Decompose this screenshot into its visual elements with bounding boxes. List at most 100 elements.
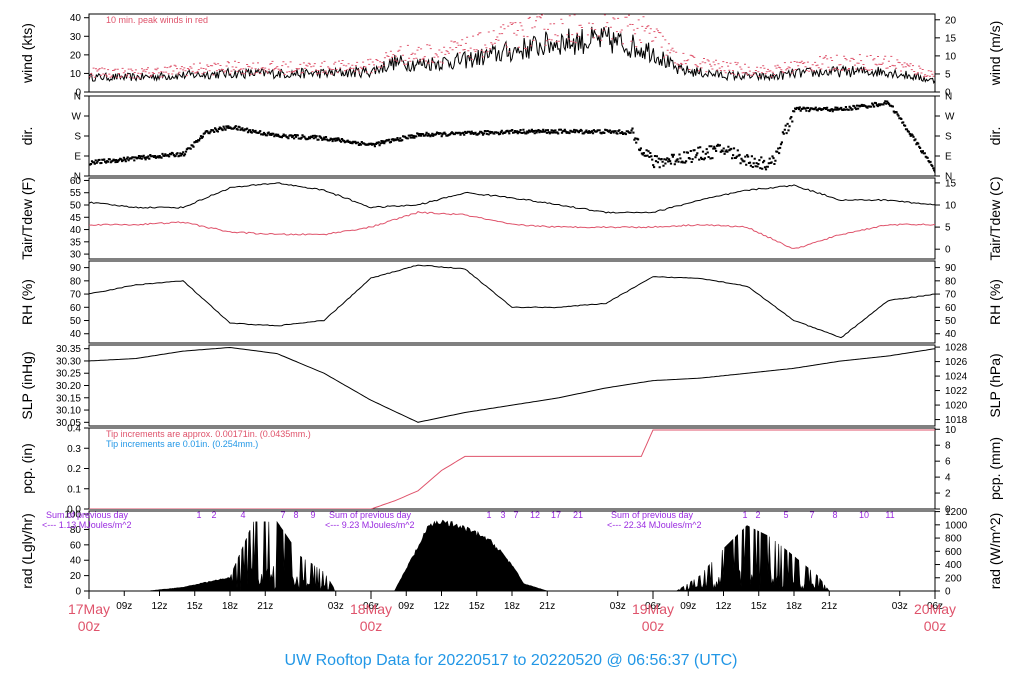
y-tick-label-right: 0: [945, 88, 951, 99]
series-line: [89, 182, 935, 214]
y-tick-label-left: 30.25: [56, 369, 81, 380]
y-tick-label-left: 80: [70, 276, 82, 287]
day-sum-label: Sum of previous day: [611, 510, 694, 520]
plot-area: [89, 519, 935, 591]
y-tick-label-left: 0: [75, 88, 81, 99]
y-tick-label-left: 50: [70, 316, 82, 327]
y-tick-label-left: 40: [70, 329, 82, 340]
day-sum-value: <--- 9.23 MJoules/m^2: [325, 520, 415, 530]
y-tick-label-right: 800: [945, 534, 962, 545]
y-tick-label-left: 35: [70, 237, 82, 248]
y-tick-label-left: 10: [70, 69, 82, 80]
y-tick-label-right: 0: [945, 505, 951, 516]
y-tick-label-right: 50: [945, 316, 957, 327]
y-axis-label-right: rad (W/m^2): [987, 513, 1003, 590]
y-axis-label-left: Tair/Tdew (F): [19, 177, 35, 259]
y-tick-label-right: 200: [945, 573, 962, 584]
y-tick-label-left: 30.35: [56, 344, 81, 355]
plot-area: [89, 100, 935, 173]
panel-pcp: 0.0 0.1 0.2 0.3 0.4 0 2 4 6 8 10 pcp. (in) pcp. (mm)…: [19, 424, 1003, 516]
y-tick-label-right: 40: [945, 329, 957, 340]
panel-frame: [88, 13, 936, 93]
y-axis-label-left: RH (%): [19, 279, 35, 325]
y-tick-label-right: 0: [945, 245, 951, 256]
y-tick-label-right: E: [945, 152, 952, 163]
day-time-label: 00z: [642, 618, 665, 634]
rad-marker-label: 7: [809, 510, 814, 520]
day-time-label: 00z: [924, 618, 947, 634]
tip-note: Tip increments are 0.01in. (0.254mm.): [106, 439, 258, 449]
y-tick-label-left: 30: [70, 250, 82, 261]
y-tick-label-right: 1024: [945, 372, 968, 383]
y-tick-label-left: E: [74, 152, 81, 163]
y-tick-label-right: 1200: [945, 507, 968, 518]
y-tick-label-left: 20: [70, 571, 82, 582]
panel-wind: 0 10 20 30 40 0 5 10 15 20 wind (kts) wind (m/s) 10 …: [19, 13, 1003, 99]
y-tick-label-left: 20: [70, 50, 82, 61]
rad-marker-label: 3: [500, 510, 505, 520]
x-tick-label: 09z: [116, 601, 132, 612]
x-tick-label: 12z: [151, 601, 167, 612]
plot-area: [89, 429, 935, 509]
y-axis-label-left: wind (kts): [19, 23, 35, 84]
x-tick-label: 12z: [715, 601, 731, 612]
y-tick-label-right: 8: [945, 441, 951, 452]
day-time-label: 00z: [360, 618, 383, 634]
x-tick-label: 03z: [892, 601, 908, 612]
y-tick-label-right: 1022: [945, 386, 968, 397]
y-tick-label-left: 30.10: [56, 406, 81, 417]
panel-rh: 40 50 60 70 80 90 40 50 60 70 80 90 RH (%) RH (%): [19, 260, 1003, 344]
y-tick-label-right: 10: [945, 51, 957, 62]
x-axis: 09z 12z 15z 18z 21z 03z 06z 09z 12z 15z 18z 21z 03z 0…: [68, 591, 956, 634]
plot-area: [89, 14, 935, 85]
rad-marker-label: 5: [783, 510, 788, 520]
rad-marker-label: 7: [513, 510, 518, 520]
y-tick-label-right: 10: [945, 201, 957, 212]
y-axis-label-left: pcp. (in): [19, 443, 35, 494]
tip-note: Tip increments are approx. 0.00171in. (0…: [106, 429, 311, 439]
y-tick-label-right: 70: [945, 290, 957, 301]
y-axis-label-right: RH (%): [987, 279, 1003, 325]
x-tick-label: 06z: [363, 601, 379, 612]
y-axis-label-right: Tair/Tdew (C): [987, 176, 1003, 260]
y-tick-label-right: N: [945, 172, 952, 183]
x-tick-label: 21z: [257, 601, 273, 612]
x-tick-label: 09z: [680, 601, 696, 612]
y-tick-label-left: 0.1: [67, 484, 81, 495]
y-tick-label-left: 0: [75, 587, 81, 598]
day-time-label: 00z: [78, 618, 101, 634]
x-tick-label: 03z: [610, 601, 626, 612]
y-tick-label-left: 60: [70, 303, 82, 314]
y-tick-label-right: 90: [945, 263, 957, 274]
day-sum-value: <--- 1.13 MJoules/m^2: [42, 520, 132, 530]
y-axis-label-right: pcp. (mm): [987, 437, 1003, 500]
x-tick-label: 21z: [821, 601, 837, 612]
y-tick-label-right: 1000: [945, 520, 968, 531]
y-axis-label-left: rad (Lgly/hr): [19, 513, 35, 588]
y-tick-label-right: 1018: [945, 415, 968, 426]
y-axis-label-right: SLP (hPa): [987, 353, 1003, 417]
y-tick-label-right: 5: [945, 223, 951, 234]
series-line: [89, 14, 935, 79]
y-tick-label-left: 100: [64, 510, 81, 521]
panel-frame: [88, 344, 936, 427]
rad-marker-label: 17: [551, 510, 561, 520]
y-tick-label-left: 40: [70, 556, 82, 567]
direction-points: [89, 100, 935, 173]
rad-marker-label: 8: [293, 510, 298, 520]
series-line: [89, 211, 935, 249]
y-tick-label-left: 30: [70, 32, 82, 43]
rad-marker-label: 4: [240, 510, 245, 520]
day-sum-label: Sum of previous day: [46, 510, 129, 520]
x-tick-label: 03z: [328, 601, 344, 612]
rad-marker-label: 7: [280, 510, 285, 520]
panel-frame: [88, 260, 936, 344]
rad-marker-label: 2: [211, 510, 216, 520]
y-tick-label-left: 0.3: [67, 444, 81, 455]
rad-marker-label: 1: [196, 510, 201, 520]
y-tick-label-left: W: [72, 112, 82, 123]
rad-marker-label: 8: [832, 510, 837, 520]
day-sum-value: <--- 22.34 MJoules/m^2: [607, 520, 702, 530]
